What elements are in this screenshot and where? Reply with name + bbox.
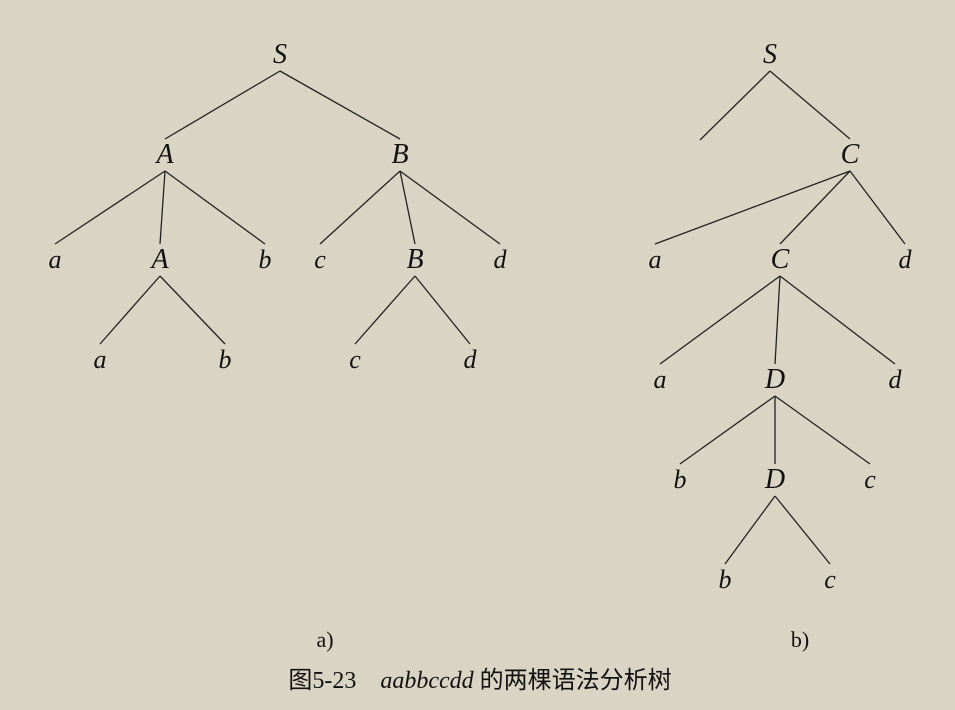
terminal-node: a (649, 245, 662, 275)
tree-edge (160, 276, 225, 344)
nonterminal-node: A (156, 139, 173, 171)
tree-edge (165, 171, 265, 244)
terminal-node: b (219, 345, 232, 375)
tree-edge (680, 396, 775, 464)
tree-edge (775, 496, 830, 564)
tree-edge (400, 171, 500, 244)
tree-edge (415, 276, 470, 344)
terminal-node: c (864, 465, 876, 495)
tree-edge (780, 276, 895, 364)
nonterminal-node: C (771, 244, 790, 276)
terminal-node: b (259, 245, 272, 275)
caption-word: aabbccdd (380, 668, 473, 694)
tree-edge (400, 171, 415, 244)
nonterminal-node: S (273, 39, 287, 71)
nonterminal-node: D (765, 464, 785, 496)
figure-caption: 图5-23 aabbccdd 的两棵语法分析树 (288, 660, 671, 695)
nonterminal-node: S (763, 39, 777, 71)
terminal-node: d (464, 345, 477, 375)
nonterminal-node: C (841, 139, 860, 171)
terminal-node: a (49, 245, 62, 275)
terminal-node: c (314, 245, 326, 275)
nonterminal-node: D (765, 364, 785, 396)
nonterminal-node: B (391, 139, 408, 171)
tree-edge (775, 396, 870, 464)
terminal-node: d (889, 365, 902, 395)
tree-edge (55, 171, 165, 244)
tree-edges (0, 0, 955, 710)
tree-edge (660, 276, 780, 364)
tree-edge (160, 171, 165, 244)
terminal-node: b (674, 465, 687, 495)
figure-container: a) S A Ba Ab c Bd a b c d b) S Ca Cd a Dd b Dc b c 图5-23 aab… (0, 0, 955, 710)
panel-label: b) (791, 627, 809, 653)
terminal-node: a (94, 345, 107, 375)
tree-edge (780, 171, 850, 244)
terminal-node: d (899, 245, 912, 275)
tree-edge (700, 71, 770, 140)
nonterminal-node: A (151, 244, 168, 276)
tree-edge (320, 171, 400, 244)
panel-label: a) (316, 627, 333, 653)
nonterminal-node: B (406, 244, 423, 276)
tree-edge (775, 276, 780, 364)
terminal-node: c (824, 565, 836, 595)
terminal-node: c (349, 345, 361, 375)
tree-edge (770, 71, 850, 139)
caption-suffix: 的两棵语法分析树 (480, 668, 672, 694)
tree-edge (100, 276, 160, 344)
terminal-node: b (719, 565, 732, 595)
tree-edge (355, 276, 415, 344)
tree-edge (165, 71, 280, 139)
terminal-node: a (654, 365, 667, 395)
tree-edge (725, 496, 775, 564)
tree-edge (655, 171, 850, 244)
tree-edge (850, 171, 905, 244)
tree-edge (280, 71, 400, 139)
terminal-node: d (494, 245, 507, 275)
caption-prefix: 图5-23 (288, 668, 356, 694)
